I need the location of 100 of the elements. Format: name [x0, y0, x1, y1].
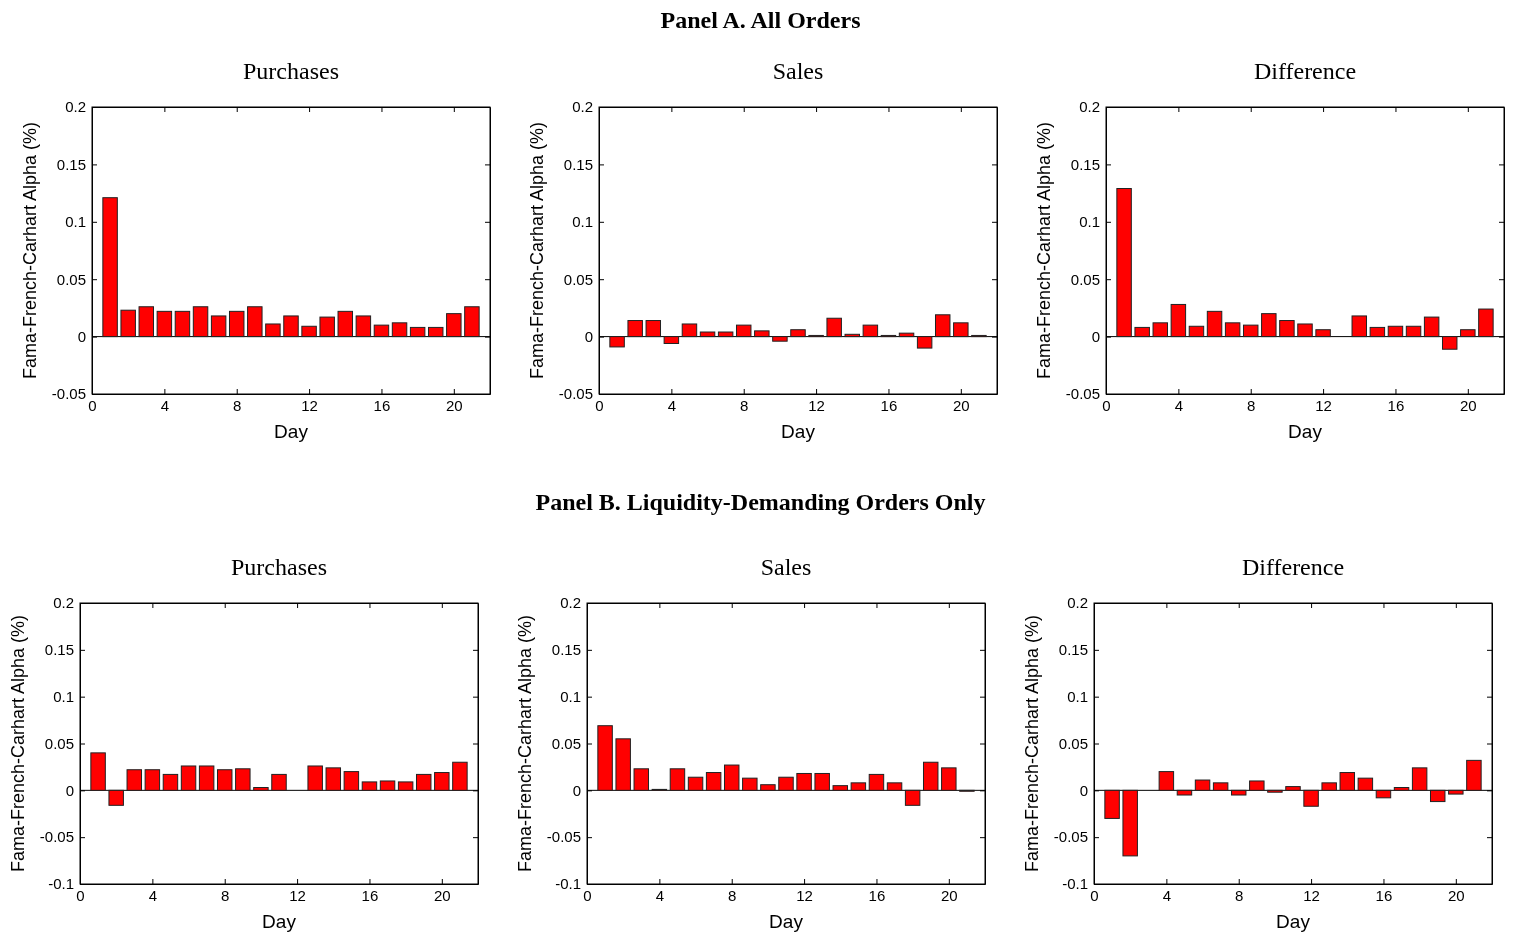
bar: [138, 306, 155, 338]
bar: [379, 780, 396, 791]
bar: [723, 764, 740, 791]
bar: [941, 767, 957, 791]
bar: [355, 315, 372, 338]
x-tick-label: 16: [1387, 396, 1405, 414]
bar: [627, 320, 643, 338]
bar: [1104, 789, 1120, 819]
bar: [669, 768, 686, 791]
y-tick-label: 0.1: [560, 687, 581, 705]
y-tick-label: 0.15: [551, 641, 581, 659]
bar: [663, 336, 680, 344]
bar: [464, 306, 480, 338]
bar: [337, 310, 354, 338]
y-tick-label: 0.05: [551, 734, 581, 752]
bar: [633, 768, 650, 791]
x-tick-label: 20: [940, 886, 958, 904]
bar: [705, 772, 722, 791]
bar: [192, 306, 209, 338]
bar: [868, 773, 885, 791]
y-tick-label: 0.15: [1070, 155, 1100, 173]
bar: [1315, 329, 1331, 338]
bar: [126, 769, 143, 791]
bar: [1212, 782, 1229, 791]
bar: [1387, 325, 1404, 338]
text: Panel A. All Orders: [660, 7, 861, 33]
chart-title: Sales: [772, 58, 824, 84]
y-tick-label: 0.15: [563, 155, 593, 173]
bar: [391, 322, 408, 338]
bar: [1411, 767, 1428, 791]
x-axis-title: Day: [1276, 911, 1311, 932]
bar: [1122, 789, 1138, 857]
y-axis-title: Fama-French-Carhart Alpha (%): [20, 121, 40, 380]
bar: [307, 765, 323, 791]
bar: [446, 313, 462, 338]
bar: [1405, 325, 1422, 338]
bar: [790, 329, 806, 338]
bar: [283, 315, 299, 338]
bar: [1351, 315, 1368, 338]
bar: [1176, 789, 1193, 796]
bar: [247, 306, 263, 338]
y-tick-label: 0.2: [1067, 594, 1088, 612]
bar: [796, 772, 812, 791]
x-tick-label: 16: [361, 886, 379, 904]
bar: [916, 336, 933, 349]
bar: [953, 322, 969, 338]
y-tick-label: 0: [77, 327, 86, 345]
bar: [754, 330, 770, 338]
y-tick-label: -0.05: [546, 828, 581, 846]
y-tick-label: 0.1: [572, 213, 593, 231]
bar: [1285, 786, 1301, 791]
bar: [1423, 316, 1440, 338]
y-axis-title: Fama-French-Carhart Alpha (%): [515, 614, 535, 873]
bar: [210, 315, 227, 338]
y-tick-label: -0.05: [51, 385, 86, 403]
bar: [452, 761, 468, 791]
y-tick-label: 0.05: [56, 270, 86, 288]
bar: [271, 773, 287, 791]
x-tick-label: 8: [740, 396, 749, 414]
y-tick-label: 0: [572, 781, 581, 799]
y-tick-label: -0.1: [555, 875, 581, 893]
x-axis-title: Day: [274, 421, 309, 442]
y-tick-label: -0.05: [558, 385, 593, 403]
x-tick-label: 4: [148, 886, 158, 904]
x-tick-label: 12: [796, 886, 813, 904]
bar: [681, 323, 698, 338]
bar: [216, 769, 233, 791]
bar: [1478, 308, 1494, 338]
y-tick-label: 0: [1091, 327, 1100, 345]
bar: [253, 787, 269, 791]
bar: [934, 314, 951, 338]
x-tick-label: 20: [1459, 396, 1477, 414]
x-axis-title: Day: [1288, 421, 1323, 442]
bar: [717, 331, 734, 338]
bar: [772, 336, 788, 342]
y-tick-label: 0.1: [53, 687, 74, 705]
bar: [343, 771, 360, 791]
bar: [1303, 789, 1319, 807]
y-tick-label: 0.1: [1079, 213, 1100, 231]
x-tick-label: 0: [1102, 396, 1111, 414]
bar: [373, 324, 390, 338]
x-tick-label: 8: [1235, 886, 1244, 904]
bar: [397, 781, 414, 791]
y-tick-label: -0.05: [1053, 828, 1088, 846]
y-tick-label: 0: [584, 327, 593, 345]
bar: [144, 769, 161, 791]
y-tick-label: 0.05: [44, 734, 74, 752]
y-tick-label: -0.05: [39, 828, 74, 846]
x-tick-label: 4: [1174, 396, 1184, 414]
x-tick-label: 8: [1247, 396, 1256, 414]
y-axis-title: Fama-French-Carhart Alpha (%): [1022, 614, 1042, 873]
bar: [235, 768, 251, 791]
x-tick-label: 16: [880, 396, 898, 414]
bar: [162, 773, 179, 791]
bar: [1224, 322, 1241, 338]
x-tick-label: 0: [88, 396, 97, 414]
y-tick-label: 0.2: [560, 594, 581, 612]
chart-title: Difference: [1253, 58, 1357, 84]
bar: [832, 785, 849, 791]
bar: [1152, 322, 1169, 338]
